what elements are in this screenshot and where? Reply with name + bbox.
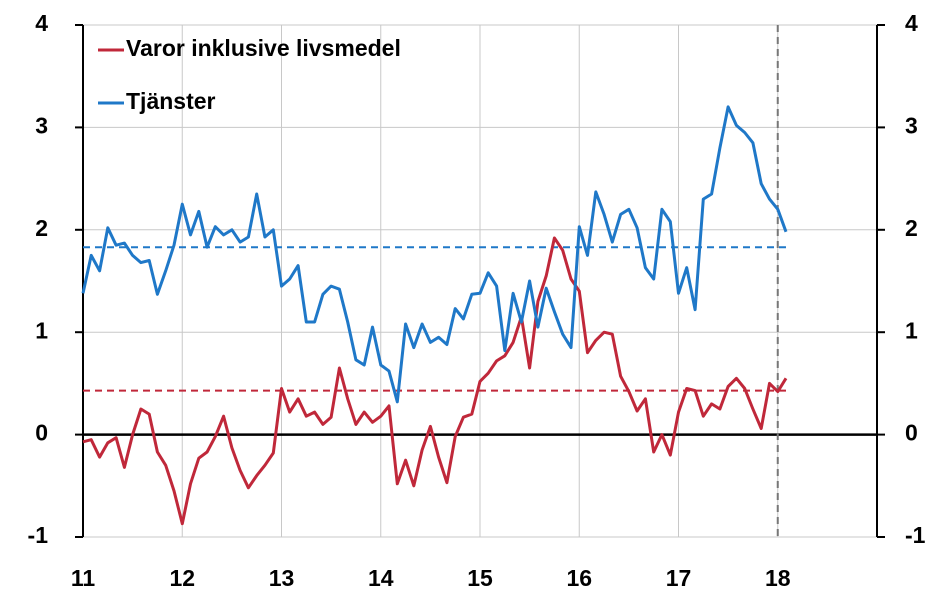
y-tick-label: 3	[35, 112, 48, 138]
y-tick-label: -1	[28, 522, 49, 548]
x-tick-label: 13	[269, 565, 295, 591]
x-tick-label: 17	[666, 565, 692, 591]
y-tick-label: 1	[35, 317, 48, 343]
y2-tick-label: 2	[905, 215, 918, 241]
x-tick-label: 16	[566, 565, 592, 591]
x-tick-label: 12	[169, 565, 195, 591]
y-tick-label: 2	[35, 215, 48, 241]
y2-tick-label: 3	[905, 112, 918, 138]
y2-tick-label: 0	[905, 420, 918, 446]
y2-tick-label: 1	[905, 317, 918, 343]
y-tick-label: 4	[35, 10, 48, 36]
x-tick-label: 14	[368, 565, 394, 591]
y2-tick-label: 4	[905, 10, 918, 36]
x-tick-label: 11	[71, 565, 96, 591]
y-tick-label: 0	[35, 420, 48, 446]
legend-label: Tjänster	[126, 88, 216, 114]
series-line	[81, 105, 788, 404]
y2-tick-label: -1	[905, 522, 926, 548]
x-tick-label: 15	[467, 565, 493, 591]
series-line	[82, 236, 788, 526]
legend-label: Varor inklusive livsmedel	[126, 35, 401, 61]
x-tick-label: 18	[765, 565, 791, 591]
